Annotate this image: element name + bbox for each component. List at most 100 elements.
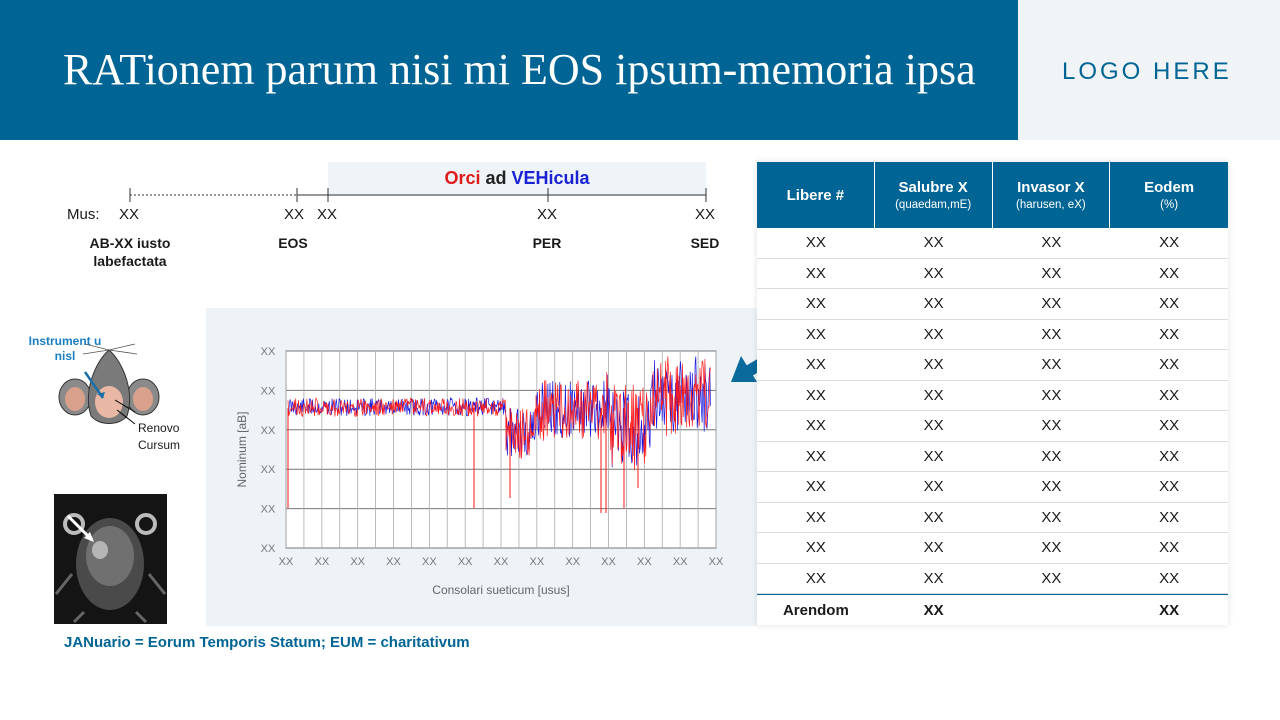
x-tick-label: XX bbox=[422, 556, 437, 568]
header-title: Salubre X bbox=[898, 179, 968, 196]
table-cell: XX bbox=[1159, 417, 1180, 434]
table-cell: XX bbox=[923, 264, 944, 282]
x-tick-label: XX bbox=[458, 556, 473, 568]
table-cell: XX bbox=[805, 539, 826, 556]
table-row: XX XX XX XX bbox=[757, 442, 1228, 472]
table-cell: XX bbox=[1159, 447, 1180, 465]
mus-label: Mus: bbox=[67, 206, 100, 223]
table-header-cell: Salubre X (quaedam,mE) bbox=[875, 162, 993, 228]
mri-image bbox=[54, 494, 167, 624]
table-cell: XX bbox=[1159, 478, 1180, 495]
y-tick-label: XX bbox=[261, 464, 276, 476]
x-tick-label: XX bbox=[350, 556, 365, 568]
table-cell: XX bbox=[805, 264, 826, 282]
table-row: XX XX XX XX bbox=[757, 320, 1228, 350]
table-cell: XX bbox=[1159, 234, 1180, 251]
table-cell: XX bbox=[805, 478, 826, 495]
header-subtitle: (harusen, eX) bbox=[1016, 199, 1086, 211]
table-row: XX XX XX XX bbox=[757, 411, 1228, 442]
instrument-label: Instrument u nisl bbox=[28, 334, 102, 363]
phase-label: EOS bbox=[278, 235, 308, 251]
timeline-band bbox=[328, 162, 706, 196]
header-bar bbox=[0, 0, 1018, 140]
y-tick-label: XX bbox=[261, 346, 276, 358]
table-cell: XX bbox=[1041, 356, 1062, 373]
table-cell: XX bbox=[1041, 264, 1062, 282]
x-tick-label: XX bbox=[529, 556, 544, 568]
header-title: Libere # bbox=[786, 186, 845, 204]
table-header-cell: Libere # bbox=[757, 162, 875, 228]
logo-box bbox=[1018, 0, 1280, 140]
table-cell: XX bbox=[923, 295, 944, 312]
x-tick-label: XX bbox=[565, 556, 580, 568]
table-cell: XX bbox=[1041, 325, 1062, 343]
phase-label: SED bbox=[690, 235, 720, 251]
table-cell: XX bbox=[1159, 264, 1180, 282]
table-cell: XX bbox=[923, 478, 944, 495]
table-cell: XX bbox=[923, 325, 944, 343]
table-cell: XX bbox=[923, 539, 944, 556]
header-title: Invasor X bbox=[1017, 179, 1085, 196]
footnote: JANuario = Eorum Temporis Statum; EUM = … bbox=[64, 634, 470, 651]
band-label-part2: ad bbox=[485, 168, 507, 188]
table-row: XX XX XX XX bbox=[757, 259, 1228, 289]
band-label-part1: Orci bbox=[444, 168, 481, 188]
table-body: XX XX XX XX XX XX XX XX XX XX XX XX XX XX XX XX XX XX XX XX… bbox=[757, 228, 1228, 594]
table-cell: XX bbox=[805, 508, 826, 526]
mouse-head-icon bbox=[58, 343, 160, 425]
table-cell: XX bbox=[923, 356, 944, 373]
table-cell: XX bbox=[1041, 478, 1062, 495]
table-summary-row: Arendom XX XX bbox=[757, 594, 1228, 625]
table-cell: XX bbox=[923, 447, 944, 465]
table-cell: XX bbox=[923, 234, 944, 251]
table-cell: XX bbox=[1159, 295, 1180, 312]
page-title: RATionem parum nisi mi EOS ipsum-memoria… bbox=[63, 45, 976, 94]
summary-cell bbox=[993, 595, 1111, 625]
timeline-band-label: Orci ad VEHicula bbox=[328, 168, 706, 189]
table-row: XX XX XX XX bbox=[757, 350, 1228, 381]
table-cell: XX bbox=[923, 386, 944, 404]
table-cell: XX bbox=[1159, 569, 1180, 587]
logo-placeholder: LOGO HERE bbox=[1062, 58, 1232, 85]
x-tick-label: XX bbox=[709, 556, 724, 568]
table-cell: XX bbox=[1041, 234, 1062, 251]
table-cell: XX bbox=[923, 417, 944, 434]
table-cell: XX bbox=[1041, 569, 1062, 587]
table-cell: XX bbox=[1159, 356, 1180, 373]
table-cell: XX bbox=[923, 508, 944, 526]
table-cell: XX bbox=[1159, 508, 1180, 526]
table-cell: XX bbox=[805, 356, 826, 373]
table-cell: XX bbox=[923, 569, 944, 587]
table-cell: XX bbox=[1159, 386, 1180, 404]
x-tick-label: XX bbox=[494, 556, 509, 568]
x-axis-label: Consolari sueticum [usus] bbox=[432, 583, 569, 597]
summary-cell: XX bbox=[923, 602, 944, 619]
table-row: XX XX XX XX bbox=[757, 381, 1228, 411]
table-cell: XX bbox=[1041, 295, 1062, 312]
y-axis-label: Nominum [aB] bbox=[235, 411, 249, 487]
table-row: XX XX XX XX bbox=[757, 533, 1228, 564]
x-tick-label: XX bbox=[386, 556, 401, 568]
header-subtitle: (quaedam,mE) bbox=[895, 199, 972, 211]
table-header-cell: Eodem (%) bbox=[1110, 162, 1228, 228]
signal-trace bbox=[287, 356, 711, 471]
table-header-cell: Invasor X (harusen, eX) bbox=[993, 162, 1111, 228]
y-tick-label: XX bbox=[261, 425, 276, 437]
timeline-tick: XX bbox=[119, 206, 140, 223]
x-tick-label: XX bbox=[673, 556, 688, 568]
table-row: XX XX XX XX bbox=[757, 289, 1228, 320]
table-cell: XX bbox=[1159, 539, 1180, 556]
timeline-tick: XX bbox=[317, 206, 338, 223]
table-cell: XX bbox=[805, 417, 826, 434]
phase-label-line: AB-XX iusto bbox=[89, 235, 171, 251]
renovo-label: Renovo Cursum bbox=[138, 421, 181, 452]
y-tick-label: XX bbox=[261, 543, 276, 555]
table-cell: XX bbox=[805, 295, 826, 312]
timeline-tick: XX bbox=[695, 206, 716, 223]
table-cell: XX bbox=[1041, 539, 1062, 556]
header-subtitle: (%) bbox=[1160, 199, 1179, 211]
results-table: Libere # Salubre X (quaedam,mE) Invasor X… bbox=[757, 162, 1228, 625]
y-tick-label: XX bbox=[261, 385, 276, 397]
x-tick-label: XX bbox=[314, 556, 329, 568]
summary-cell: XX bbox=[1159, 602, 1180, 619]
